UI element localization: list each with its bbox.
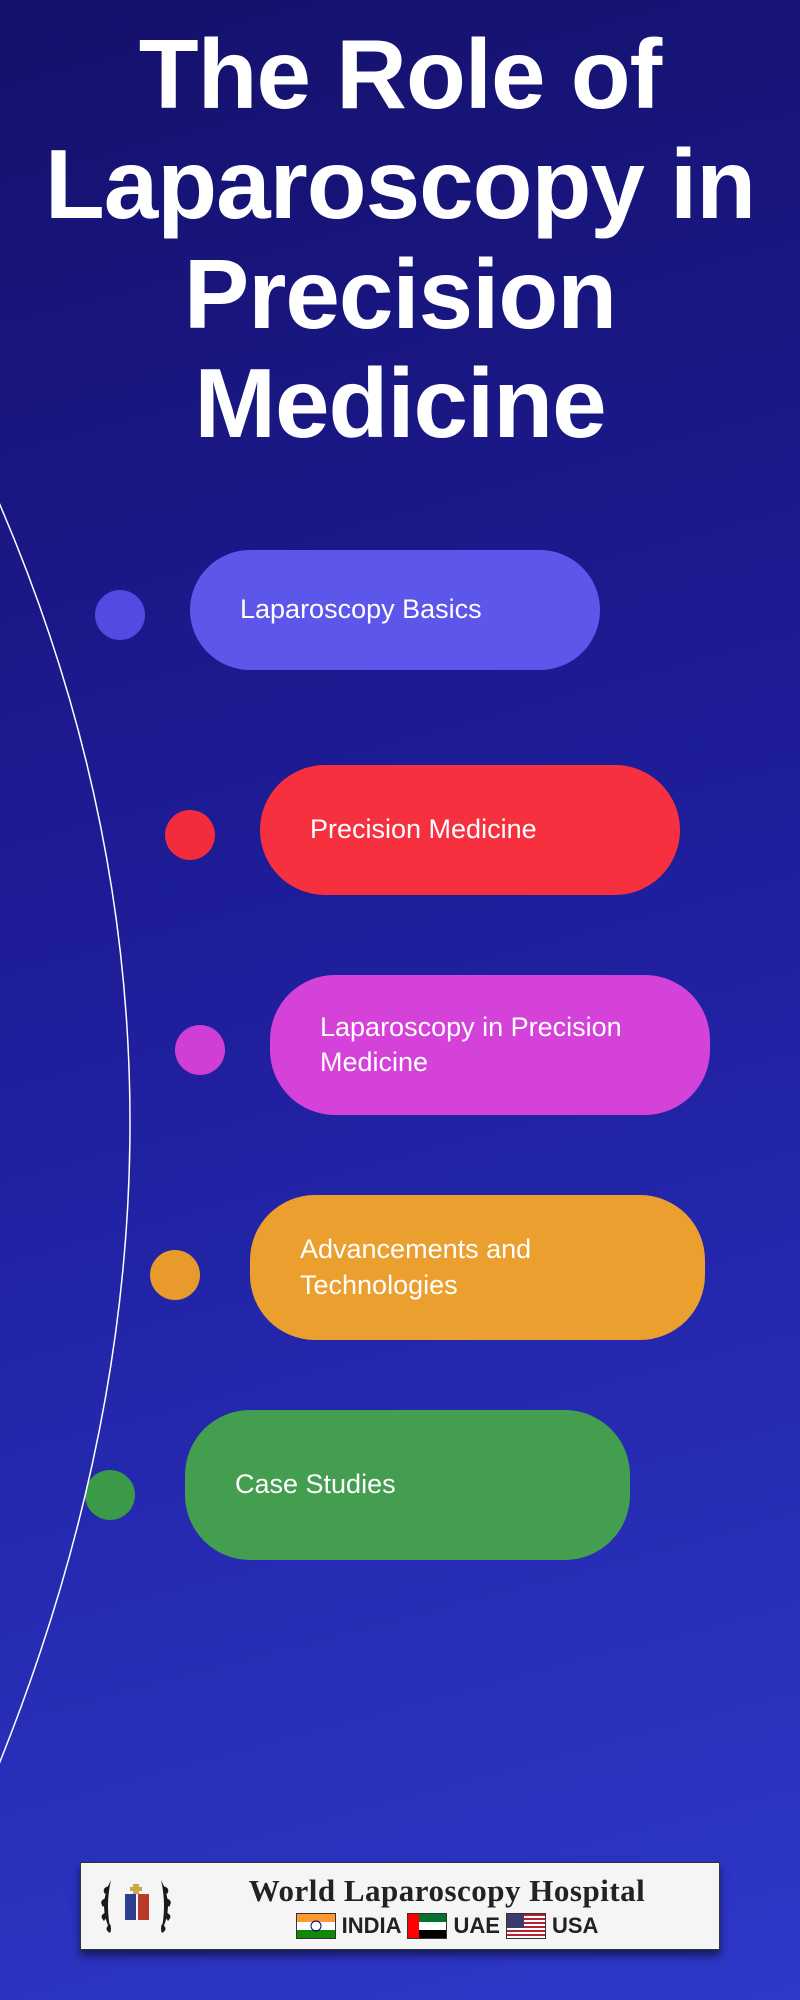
india-flag-icon: [296, 1913, 336, 1939]
footer-org-name: World Laparoscopy Hospital: [189, 1873, 705, 1909]
footer-banner: World Laparoscopy Hospital INDIA UAE USA: [80, 1862, 720, 1950]
curve-line: [0, 460, 800, 1860]
laurel-logo-icon: [95, 1874, 177, 1938]
location-label: INDIA: [342, 1913, 402, 1939]
page-title: The Role of Laparoscopy in Precision Med…: [0, 0, 800, 459]
usa-flag-icon: [506, 1913, 546, 1939]
footer-locations: INDIA UAE USA: [189, 1913, 705, 1939]
location-label: USA: [552, 1913, 598, 1939]
uae-flag-icon: [407, 1913, 447, 1939]
location-label: UAE: [453, 1913, 499, 1939]
